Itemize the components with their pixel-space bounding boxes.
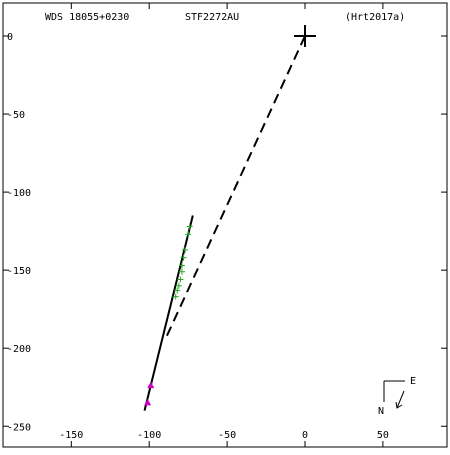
x-tick-label: -50 [218,430,236,441]
y-tick-label: 0 [7,32,13,43]
data-marks [143,25,316,411]
x-axis: -150 -100 -50 0 50 [59,3,389,447]
observation-plus [182,246,189,253]
compass-arrow-shaft [396,390,405,409]
compass-north-label: N [378,406,384,417]
observation-plus [180,254,187,261]
observation-plus [186,223,193,230]
x-tick-label: 0 [302,430,308,441]
x-tick-label: -100 [137,430,161,441]
y-tick-label: -50 [7,110,25,121]
observation-plus [175,282,182,289]
x-tick-label: -150 [59,430,83,441]
compass: E N [378,376,416,417]
compass-arrow-head [395,401,403,409]
observation-plus [178,268,185,275]
node-line [163,35,306,341]
compass-east-label: E [410,376,416,387]
observation-plus [174,287,181,294]
observation-plus [178,262,185,269]
header-center: STF2272AU [185,12,239,23]
observation-triangle [144,398,152,406]
observation-plus [177,276,184,283]
observation-triangle [147,381,155,389]
orbit-segment [143,215,194,411]
header-left: WDS 18055+0230 [45,12,129,23]
observation-plus [172,293,179,300]
observation-plus [185,231,192,238]
y-tick-label: -250 [7,422,31,433]
y-tick-label: -200 [7,344,31,355]
y-axis: 0 -50 -100 -150 -200 -250 [3,32,447,433]
header-right: (Hrt2017a) [345,12,405,23]
y-tick-label: -100 [7,188,31,199]
plot-frame [2,2,448,448]
x-tick-label: 50 [377,430,389,441]
y-tick-label: -150 [7,266,31,277]
